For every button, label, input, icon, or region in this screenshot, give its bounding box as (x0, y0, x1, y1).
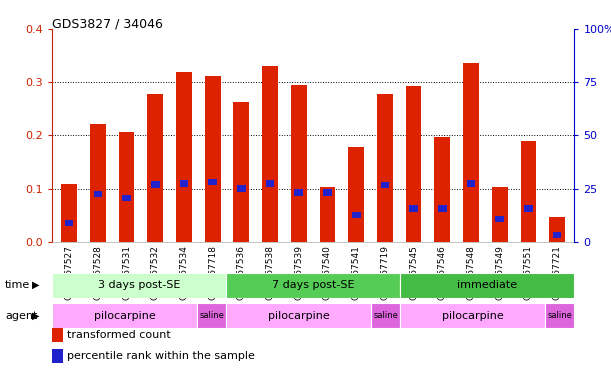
Bar (371, 303, 400, 328)
Bar (90, 124, 106, 242)
Text: pilocarpine: pilocarpine (268, 311, 329, 321)
Bar (348, 147, 364, 242)
Text: saline: saline (547, 311, 573, 320)
Bar (122, 195, 131, 201)
Bar (467, 180, 475, 187)
Bar (65, 220, 73, 227)
Text: 7 days post-SE: 7 days post-SE (272, 280, 354, 290)
Bar (180, 180, 188, 187)
Bar (197, 303, 226, 328)
Bar (352, 212, 360, 218)
Bar (406, 86, 422, 242)
Text: pilocarpine: pilocarpine (93, 311, 155, 321)
Text: 3 days post-SE: 3 days post-SE (98, 280, 180, 290)
Text: percentile rank within the sample: percentile rank within the sample (67, 351, 255, 361)
Bar (463, 63, 479, 242)
Bar (323, 189, 332, 195)
Bar (233, 102, 249, 242)
Bar (545, 303, 574, 328)
Bar (205, 76, 221, 242)
Text: pilocarpine: pilocarpine (442, 311, 503, 321)
Text: GDS3827 / 34046: GDS3827 / 34046 (52, 17, 163, 30)
Bar (524, 205, 533, 212)
Bar (549, 217, 565, 242)
Bar (400, 303, 546, 328)
Bar (381, 182, 389, 188)
Text: ▶: ▶ (32, 311, 39, 321)
Text: transformed count: transformed count (67, 330, 171, 340)
Text: ▶: ▶ (32, 280, 39, 290)
Bar (438, 205, 447, 212)
Bar (208, 179, 217, 185)
Bar (262, 66, 278, 242)
Bar (119, 132, 134, 242)
Bar (52, 303, 197, 328)
Text: immediate: immediate (457, 280, 518, 290)
Bar (295, 189, 303, 195)
Bar (226, 303, 371, 328)
Bar (266, 180, 274, 187)
Bar (553, 232, 562, 238)
Text: agent: agent (5, 311, 37, 321)
Bar (93, 191, 102, 197)
Bar (409, 205, 418, 212)
Bar (434, 137, 450, 242)
Bar (521, 141, 536, 242)
Bar (496, 216, 504, 222)
Bar (226, 273, 400, 298)
Text: saline: saline (373, 311, 398, 320)
Bar (61, 184, 77, 242)
Text: time: time (5, 280, 30, 290)
Bar (291, 85, 307, 242)
Bar (492, 187, 508, 242)
Bar (151, 181, 159, 187)
Bar (400, 273, 574, 298)
Bar (52, 273, 226, 298)
Bar (320, 187, 335, 242)
Text: saline: saline (199, 311, 224, 320)
Bar (377, 94, 393, 242)
Bar (147, 94, 163, 242)
Bar (237, 185, 246, 192)
Bar (176, 73, 192, 242)
